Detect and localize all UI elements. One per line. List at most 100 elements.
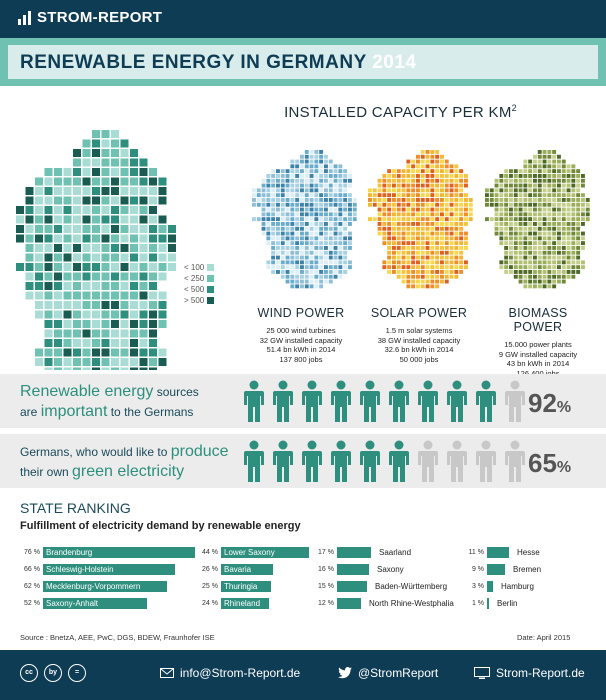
map-cell	[552, 164, 557, 169]
map-cell	[120, 177, 129, 186]
map-cell	[416, 246, 420, 250]
map-cell	[387, 226, 392, 231]
map-cell	[533, 207, 537, 212]
map-cell	[280, 207, 285, 212]
state-row: 16 % Saxony	[314, 563, 404, 575]
map-cell	[92, 206, 100, 214]
map-cell	[280, 260, 285, 265]
map-cell	[406, 222, 411, 226]
map-cell	[416, 250, 420, 255]
attribution-icon[interactable]: by	[44, 664, 62, 682]
map-cell	[542, 164, 547, 169]
map-cell	[92, 139, 100, 148]
map-cell	[396, 198, 401, 202]
map-cell	[547, 188, 552, 193]
map-cell	[92, 130, 100, 138]
map-cell	[464, 207, 468, 212]
map-cell	[63, 187, 72, 195]
map-cell	[101, 187, 110, 195]
map-cell	[430, 178, 435, 183]
map-cell	[130, 329, 138, 338]
state-percent: 15 %	[318, 582, 334, 590]
map-cell	[309, 222, 314, 226]
map-cell	[576, 169, 581, 174]
map-cell	[537, 212, 542, 217]
map-cell	[314, 178, 319, 183]
map-cell	[333, 169, 338, 174]
map-cell	[494, 202, 499, 207]
map-cell	[333, 222, 338, 226]
map-cell	[513, 183, 518, 188]
map-cell	[392, 241, 396, 246]
map-cell	[54, 177, 62, 186]
wind-power-title: WIND POWER	[257, 306, 345, 320]
map-cell	[280, 178, 285, 183]
map-cell	[130, 282, 138, 290]
map-cell	[35, 358, 43, 366]
map-cell	[54, 244, 62, 252]
map-cell	[382, 174, 387, 178]
map-cell	[430, 270, 435, 274]
map-cell	[444, 270, 449, 274]
state-row: 1 % Berlin	[464, 597, 517, 609]
map-cell	[44, 310, 53, 319]
map-cell	[314, 241, 319, 246]
map-cell	[440, 270, 444, 274]
creative-commons-icon[interactable]: cc	[20, 664, 38, 682]
map-cell	[406, 212, 411, 217]
map-cell	[533, 241, 537, 246]
map-cell	[44, 206, 53, 214]
map-cell	[266, 265, 271, 270]
map-cell	[489, 198, 494, 202]
map-cell	[406, 202, 411, 207]
map-cell	[571, 241, 576, 246]
map-cell	[343, 222, 348, 226]
map-cell	[54, 367, 62, 370]
map-cell	[73, 320, 81, 328]
map-cell	[101, 158, 110, 167]
map-cell	[444, 202, 449, 207]
map-cell	[290, 279, 295, 284]
map-cell	[547, 154, 552, 159]
map-cell	[280, 265, 285, 270]
map-cell	[382, 178, 387, 183]
state-name: Rhineland	[224, 598, 261, 608]
map-cell	[82, 168, 91, 176]
map-cell	[328, 217, 333, 222]
map-cell	[518, 241, 523, 246]
map-cell	[101, 177, 110, 186]
map-cell	[266, 207, 271, 212]
brand-name: STROM-REPORT	[37, 9, 163, 26]
map-cell	[504, 226, 509, 231]
no-derivatives-icon[interactable]: =	[68, 664, 86, 682]
map-cell	[581, 178, 585, 183]
map-cell	[111, 168, 119, 176]
map-cell	[392, 183, 396, 188]
map-cell	[547, 279, 552, 284]
map-cell	[285, 193, 290, 198]
map-cell	[561, 231, 566, 236]
website-link[interactable]: Strom-Report.de	[474, 666, 585, 680]
email-link[interactable]: info@Strom-Report.de	[160, 666, 300, 680]
map-cell	[16, 225, 24, 233]
map-cell	[300, 217, 304, 222]
twitter-link[interactable]: @StromReport	[338, 666, 438, 680]
map-cell	[528, 217, 533, 222]
map-cell	[319, 159, 324, 164]
map-cell	[319, 241, 324, 246]
map-cell	[518, 250, 523, 255]
map-cell	[513, 178, 518, 183]
map-cell	[285, 260, 290, 265]
map-cell	[571, 231, 576, 236]
map-cell	[459, 174, 464, 178]
map-cell	[537, 270, 542, 274]
map-cell	[304, 154, 309, 159]
map-cell	[528, 169, 533, 174]
logo[interactable]: STROM-REPORT	[18, 9, 162, 26]
map-cell	[111, 149, 119, 157]
map-cell	[392, 231, 396, 236]
map-cell	[542, 284, 547, 289]
map-cell	[300, 222, 304, 226]
map-cell	[557, 198, 561, 202]
map-cell	[348, 198, 352, 202]
